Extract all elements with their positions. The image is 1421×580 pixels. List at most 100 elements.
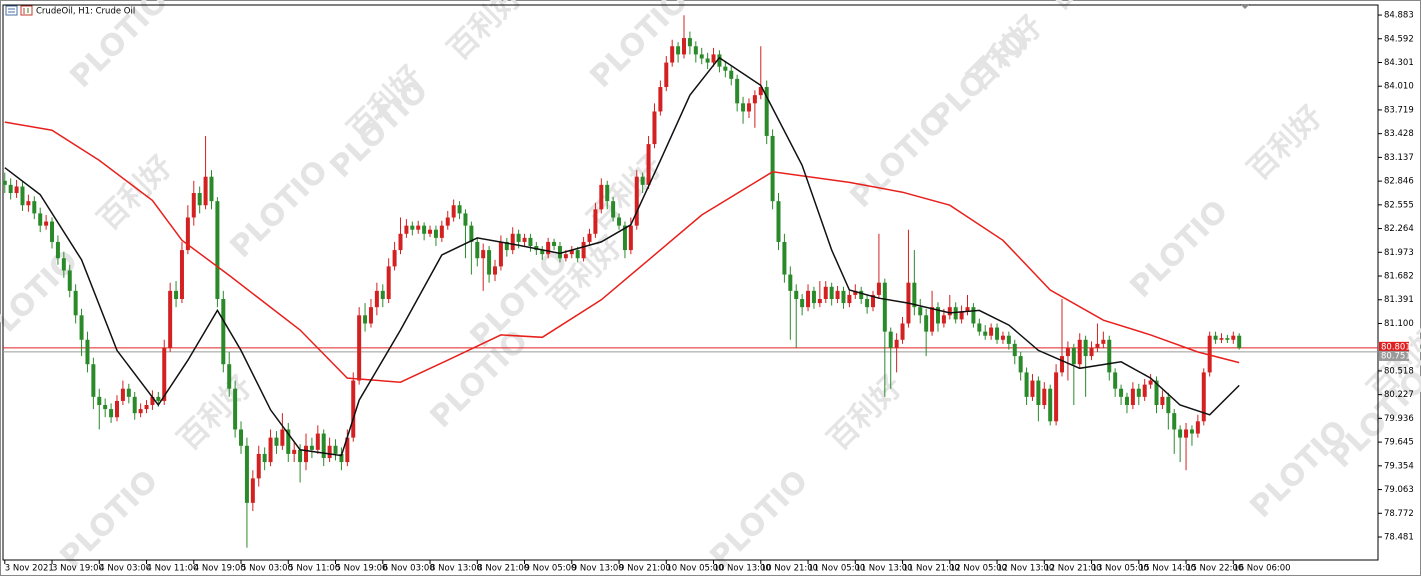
price-label-box bbox=[1379, 341, 1409, 352]
candle-body bbox=[806, 290, 811, 308]
candle-body bbox=[298, 449, 303, 463]
y-tick-label: 84.301 bbox=[1384, 58, 1414, 68]
candle-body bbox=[794, 290, 799, 300]
candle-body bbox=[487, 250, 492, 275]
candle-body bbox=[1213, 335, 1218, 340]
candle-body bbox=[1201, 372, 1206, 422]
x-tick-label: 16 Nov 06:00 bbox=[1233, 564, 1290, 574]
candle-body bbox=[575, 250, 580, 259]
candle-body bbox=[1060, 356, 1065, 373]
y-tick-label: 81.391 bbox=[1384, 295, 1414, 305]
candle-body bbox=[327, 445, 332, 459]
candle-body bbox=[995, 327, 1000, 340]
candle-body bbox=[351, 380, 356, 438]
candle-body bbox=[876, 282, 881, 295]
candle-body bbox=[894, 339, 899, 348]
x-tick-label: 11 Nov 21:00 bbox=[903, 564, 960, 574]
candle-body bbox=[746, 103, 751, 112]
candle-body bbox=[628, 225, 633, 251]
candle-body bbox=[1054, 372, 1059, 422]
candle-body bbox=[233, 388, 238, 430]
candle-body bbox=[209, 176, 214, 202]
x-tick-label: 4 Nov 03:00 bbox=[99, 564, 151, 574]
candle-body bbox=[859, 290, 864, 300]
candle-body bbox=[451, 205, 456, 218]
price-label: 80.801 bbox=[1381, 342, 1411, 352]
candle-body bbox=[262, 453, 267, 463]
candle-body bbox=[150, 396, 155, 406]
candle-body bbox=[865, 299, 870, 308]
candle-body bbox=[918, 307, 923, 316]
candle-body bbox=[1036, 380, 1041, 406]
candle-body bbox=[286, 429, 291, 454]
candle-body bbox=[516, 233, 521, 242]
candle-body bbox=[55, 241, 60, 259]
candle-body bbox=[741, 103, 746, 112]
candle-body bbox=[345, 437, 350, 463]
candle-body bbox=[374, 290, 379, 308]
candle-body bbox=[924, 315, 929, 332]
x-tick-label: 12 Nov 21:00 bbox=[1044, 564, 1101, 574]
candle-body bbox=[174, 290, 179, 300]
y-tick-label: 83.428 bbox=[1384, 129, 1414, 139]
candle-body bbox=[1030, 380, 1035, 397]
x-tick-label: 5 Nov 03:00 bbox=[241, 564, 293, 574]
candle-body bbox=[504, 241, 509, 251]
candle-body bbox=[605, 184, 610, 202]
candle-body bbox=[1148, 380, 1153, 385]
x-tick-label: 6 Nov 03:00 bbox=[383, 564, 435, 574]
x-tick-label: 10 Nov 21:00 bbox=[761, 564, 818, 574]
y-tick-label: 83.719 bbox=[1384, 105, 1414, 115]
candle-body bbox=[912, 282, 917, 308]
candle-body bbox=[67, 270, 72, 291]
candle-body bbox=[32, 201, 37, 214]
candle-body bbox=[292, 449, 297, 454]
candle-body bbox=[1124, 396, 1129, 406]
candle-body bbox=[1042, 388, 1047, 406]
candle-body bbox=[953, 307, 958, 320]
candle-body bbox=[380, 290, 385, 300]
candle-body bbox=[522, 237, 527, 242]
y-tick-label: 81.973 bbox=[1384, 248, 1414, 258]
candle-body bbox=[634, 176, 639, 226]
candle-body bbox=[138, 409, 143, 414]
candle-body bbox=[398, 233, 403, 251]
candle-body bbox=[729, 70, 734, 79]
candle-body bbox=[428, 229, 433, 234]
candle-body bbox=[79, 315, 84, 340]
candle-body bbox=[1172, 413, 1177, 430]
candle-body bbox=[97, 396, 102, 406]
chart-title: CrudeOil, H1: Crude Oil bbox=[36, 7, 135, 17]
candle-body bbox=[658, 87, 663, 112]
candle-body bbox=[475, 241, 480, 259]
candle-body bbox=[109, 409, 114, 418]
candle-body bbox=[699, 54, 704, 59]
candle-body bbox=[528, 237, 533, 247]
x-tick-label: 4 Nov 11:00 bbox=[147, 564, 199, 574]
candle-body bbox=[705, 58, 710, 63]
candle-body bbox=[114, 400, 119, 418]
candle-body bbox=[386, 266, 391, 300]
candle-body bbox=[1000, 335, 1005, 340]
candle-body bbox=[977, 323, 982, 332]
candle-body bbox=[557, 246, 562, 259]
candle-body bbox=[965, 307, 970, 312]
candle-body bbox=[85, 339, 90, 365]
candle-body bbox=[723, 66, 728, 71]
candle-body bbox=[1184, 429, 1189, 438]
candle-body bbox=[835, 290, 840, 300]
candle-body bbox=[817, 299, 822, 304]
candle-body bbox=[983, 331, 988, 336]
candle-body bbox=[871, 294, 876, 308]
candle-body bbox=[687, 38, 692, 47]
candle-body bbox=[682, 38, 687, 55]
candle-body bbox=[1136, 388, 1141, 397]
candle-body bbox=[971, 307, 976, 324]
candle-body bbox=[546, 241, 551, 255]
candle-body bbox=[445, 217, 450, 226]
candle-body bbox=[1219, 338, 1224, 340]
x-tick-label: 9 Nov 05:00 bbox=[525, 564, 577, 574]
candle-body bbox=[144, 405, 149, 410]
candle-body bbox=[274, 437, 279, 446]
